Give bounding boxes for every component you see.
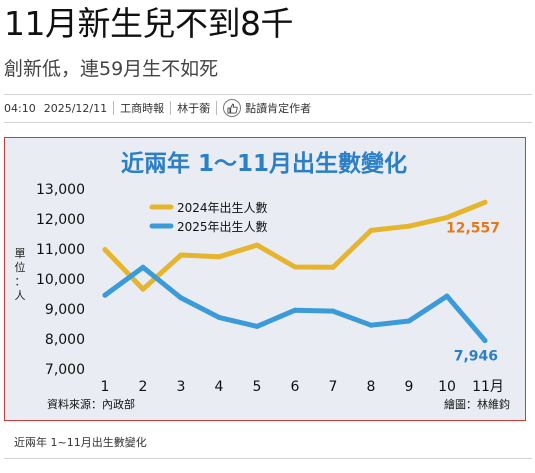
follow-author-button[interactable]: 點讀肯定作者 — [223, 99, 311, 117]
thumbs-up-icon — [223, 99, 242, 117]
series-2024-point — [444, 215, 450, 220]
x-tick-label: 5 — [253, 379, 262, 395]
y-tick-label: 9,000 — [45, 302, 85, 318]
publish-date: 2025/12/11 — [43, 101, 108, 115]
x-tick-label: 2 — [139, 379, 148, 395]
x-tick-label: 10 — [438, 379, 456, 395]
article-headline: 11月新生兒不到8千 — [4, 4, 294, 43]
y-axis-label: 人 — [15, 289, 26, 302]
meta-separator — [113, 101, 115, 115]
legend-label: 2025年出生人數 — [177, 220, 268, 234]
author-link[interactable]: 林于蘅 — [177, 102, 211, 115]
chart-figure: 近兩年 1～11月出生數變化單位：人 7,000 8,000 9,000 10,000 1… — [4, 137, 526, 421]
series-2024-point — [178, 252, 184, 258]
follow-author-label: 點讀肯定作者 — [245, 102, 312, 115]
series-2024-point — [330, 264, 336, 270]
x-tick-label: 8 — [367, 379, 376, 395]
x-tick-label: 7 — [329, 379, 338, 395]
series-2025-point — [216, 314, 222, 320]
y-tick-label: 10,000 — [36, 272, 85, 288]
article-meta: 04:10 2025/12/11 工商時報 林于蘅 點讀肯定作者 — [4, 96, 311, 120]
meta-separator — [170, 101, 172, 115]
credit-note: 繪圖：林維鈞 — [444, 397, 510, 411]
end-label-2025: 7,946 — [454, 349, 498, 365]
series-2024-point — [406, 223, 412, 229]
y-tick-label: 13,000 — [36, 182, 85, 198]
y-axis-label: ： — [15, 275, 26, 288]
series-2024-point — [292, 264, 298, 270]
series-2024-line — [102, 199, 488, 292]
publish-time: 04:10 — [4, 101, 36, 115]
x-tick-label: 9 — [405, 379, 414, 395]
series-2025-point — [444, 293, 450, 299]
series-2024-point — [216, 254, 222, 260]
y-axis-label: 位 — [15, 260, 26, 274]
y-tick-label: 7,000 — [45, 362, 85, 378]
x-tick-label: 1 — [101, 379, 110, 395]
series-2024-point — [482, 199, 488, 205]
figure-caption: 近兩年 1~11月出生數變化 — [14, 436, 147, 449]
series-2024-point — [140, 286, 146, 292]
source-link[interactable]: 工商時報 — [120, 102, 165, 115]
y-tick-label: 8,000 — [45, 332, 85, 348]
series-2025-line — [102, 264, 488, 344]
series-2025-point — [254, 323, 260, 329]
x-tick-label: 4 — [215, 379, 224, 395]
series-2025-point — [292, 307, 298, 313]
legend-label: 2024年出生人數 — [177, 201, 268, 215]
x-tick-label: 6 — [291, 379, 300, 395]
end-label-2024: 12,557 — [446, 220, 500, 236]
article-subheadline: 創新低，連59月生不如死 — [4, 58, 219, 80]
source-note: 資料來源：內政部 — [47, 397, 135, 411]
divider — [4, 122, 532, 123]
series-2024-point — [368, 227, 374, 233]
y-tick-label: 11,000 — [36, 242, 85, 258]
series-2025-point — [406, 318, 412, 324]
series-2024-point — [102, 247, 108, 253]
x-tick-label: 11月 — [472, 379, 504, 395]
series-2025-point — [330, 308, 336, 314]
y-tick-label: 12,000 — [36, 212, 85, 228]
series-2025-point — [482, 338, 488, 344]
divider — [4, 94, 532, 95]
divider — [4, 458, 532, 459]
series-2025-point — [102, 292, 108, 298]
meta-separator — [216, 101, 218, 115]
series-2025-point — [178, 295, 184, 301]
series-2024-point — [254, 242, 260, 248]
series-2025-point — [368, 322, 374, 328]
x-tick-label: 3 — [177, 379, 186, 395]
series-2025-point — [140, 264, 146, 270]
chart-title: 近兩年 1～11月出生數變化 — [121, 150, 407, 177]
y-axis-label: 單 — [15, 247, 26, 260]
